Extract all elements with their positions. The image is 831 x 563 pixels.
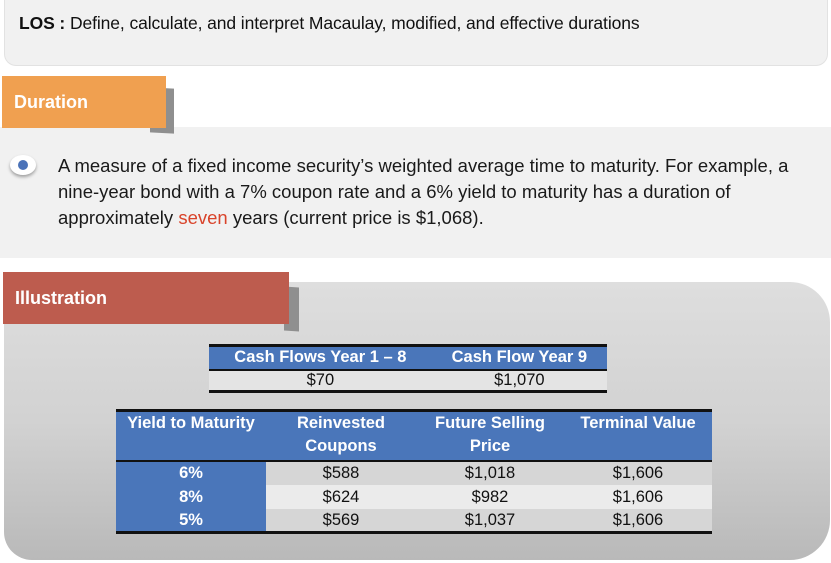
selling-price-cell: $982	[416, 484, 564, 509]
selling-price-cell: $1,037	[416, 508, 564, 533]
selling-price-cell: $1,018	[416, 459, 564, 485]
header-cash-flows-1-8: Cash Flows Year 1 – 8	[209, 345, 432, 370]
ytm-cell: 6%	[116, 459, 266, 485]
cash-flow-1-8-value: $70	[209, 368, 432, 392]
reinvested-cell: $569	[266, 508, 416, 533]
duration-panel	[0, 127, 831, 258]
duration-definition: A measure of a fixed income security’s w…	[58, 153, 818, 231]
header-future-selling-price: Future Selling Price	[416, 410, 564, 461]
table-row: 8% $624 $982 $1,606	[116, 484, 712, 509]
table-row: 5% $569 $1,037 $1,606	[116, 508, 712, 533]
ytm-cell: 5%	[116, 508, 266, 533]
cash-flow-table: Cash Flows Year 1 – 8 Cash Flow Year 9 $…	[209, 344, 607, 393]
los-header-box: LOS : Define, calculate, and interpret M…	[4, 0, 828, 66]
definition-text-end: years (current price is $1,068).	[227, 207, 484, 228]
highlight-seven: seven	[178, 207, 228, 228]
reinvested-cell: $624	[266, 484, 416, 509]
yield-scenario-table: Yield to Maturity Reinvested Coupons Fut…	[116, 409, 712, 534]
duration-tag: Duration	[2, 76, 166, 128]
header-cash-flow-9: Cash Flow Year 9	[431, 345, 607, 370]
header-terminal-value: Terminal Value	[564, 410, 712, 461]
table-row: 6% $588 $1,018 $1,606	[116, 459, 712, 485]
table-row: $70 $1,070	[209, 368, 607, 392]
terminal-value-cell: $1,606	[564, 459, 712, 485]
cash-flow-9-value: $1,070	[431, 368, 607, 392]
duration-tag-label: Duration	[14, 91, 88, 112]
ytm-cell: 8%	[116, 484, 266, 509]
terminal-value-cell: $1,606	[564, 508, 712, 533]
los-statement: LOS : Define, calculate, and interpret M…	[19, 13, 640, 34]
illustration-tag: Illustration	[3, 272, 289, 324]
radio-bullet-icon	[10, 155, 36, 175]
illustration-tag-label: Illustration	[15, 287, 108, 308]
reinvested-cell: $588	[266, 459, 416, 485]
terminal-value-cell: $1,606	[564, 484, 712, 509]
los-label: LOS :	[19, 13, 66, 33]
header-yield-to-maturity: Yield to Maturity	[116, 410, 266, 461]
los-text: Define, calculate, and interpret Macaula…	[69, 13, 640, 33]
header-reinvested-coupons: Reinvested Coupons	[266, 410, 416, 461]
definition-text-start: A measure of a fixed income security’s w…	[58, 155, 789, 228]
